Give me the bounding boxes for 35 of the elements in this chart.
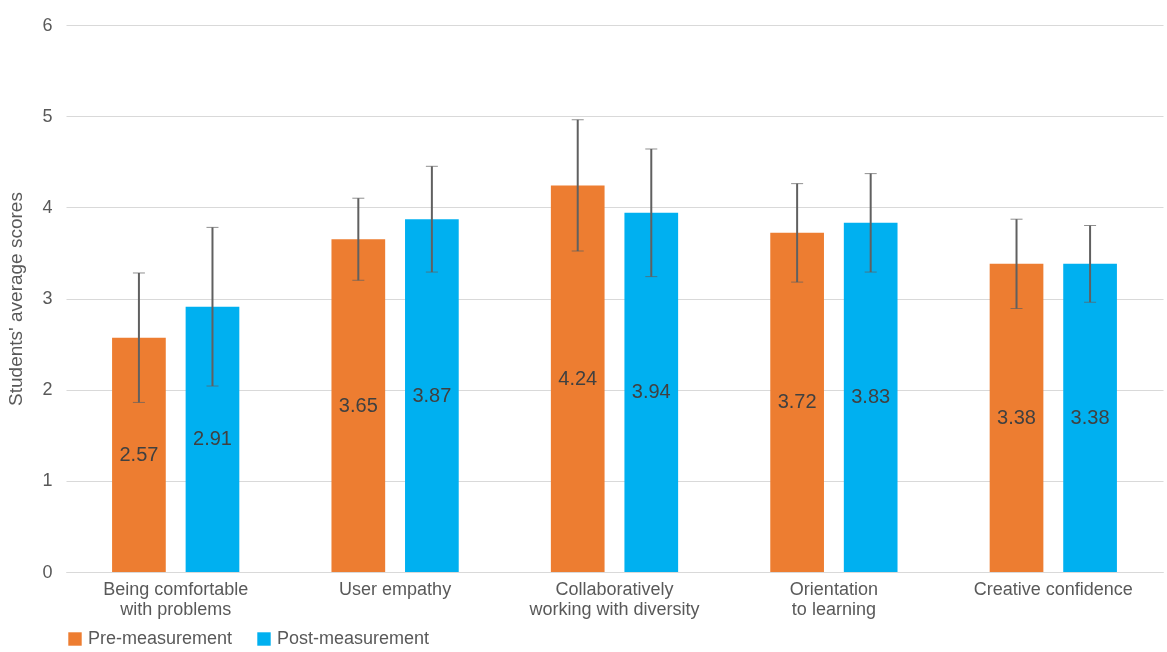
bar xyxy=(770,232,824,572)
bar xyxy=(112,337,166,572)
data-label: 3.65 xyxy=(338,393,378,416)
x-tick-label: Orientation to learning xyxy=(789,578,878,619)
y-tick-label: 6 xyxy=(42,14,53,35)
x-tick-label: Creative confidence xyxy=(973,578,1133,599)
data-label: 3.87 xyxy=(412,383,452,406)
bar xyxy=(550,185,605,572)
data-label: 3.94 xyxy=(631,380,671,403)
y-tick-label: 1 xyxy=(42,470,53,491)
y-axis-title: Students' average scores xyxy=(5,192,27,406)
data-label: 2.91 xyxy=(193,427,232,450)
x-tick-label: User empathy xyxy=(339,578,452,599)
bar xyxy=(989,263,1044,572)
bar xyxy=(331,239,386,572)
x-tick-label: Being comfortable with problems xyxy=(103,578,249,619)
bar xyxy=(185,306,240,572)
data-label: 3.38 xyxy=(997,405,1036,428)
y-tick-label: 0 xyxy=(42,561,53,582)
data-label: 3.83 xyxy=(851,385,891,408)
y-tick-label: 4 xyxy=(42,196,53,217)
y-tick-label: 5 xyxy=(42,105,53,126)
data-label: 3.72 xyxy=(777,390,817,413)
bar xyxy=(405,219,459,572)
y-tick-label: 2 xyxy=(42,379,53,400)
data-label: 4.24 xyxy=(558,366,598,389)
legend-label: Post-measurement xyxy=(277,628,430,648)
bar xyxy=(624,212,679,572)
y-tick-label: 3 xyxy=(42,288,53,308)
x-tick-label: Collaboratively working with diversity xyxy=(528,578,700,619)
data-label: 3.38 xyxy=(1070,405,1110,428)
bar xyxy=(1063,263,1117,572)
legend-label: Pre-measurement xyxy=(88,628,233,648)
bar xyxy=(843,222,898,572)
data-label: 2.57 xyxy=(119,442,159,465)
